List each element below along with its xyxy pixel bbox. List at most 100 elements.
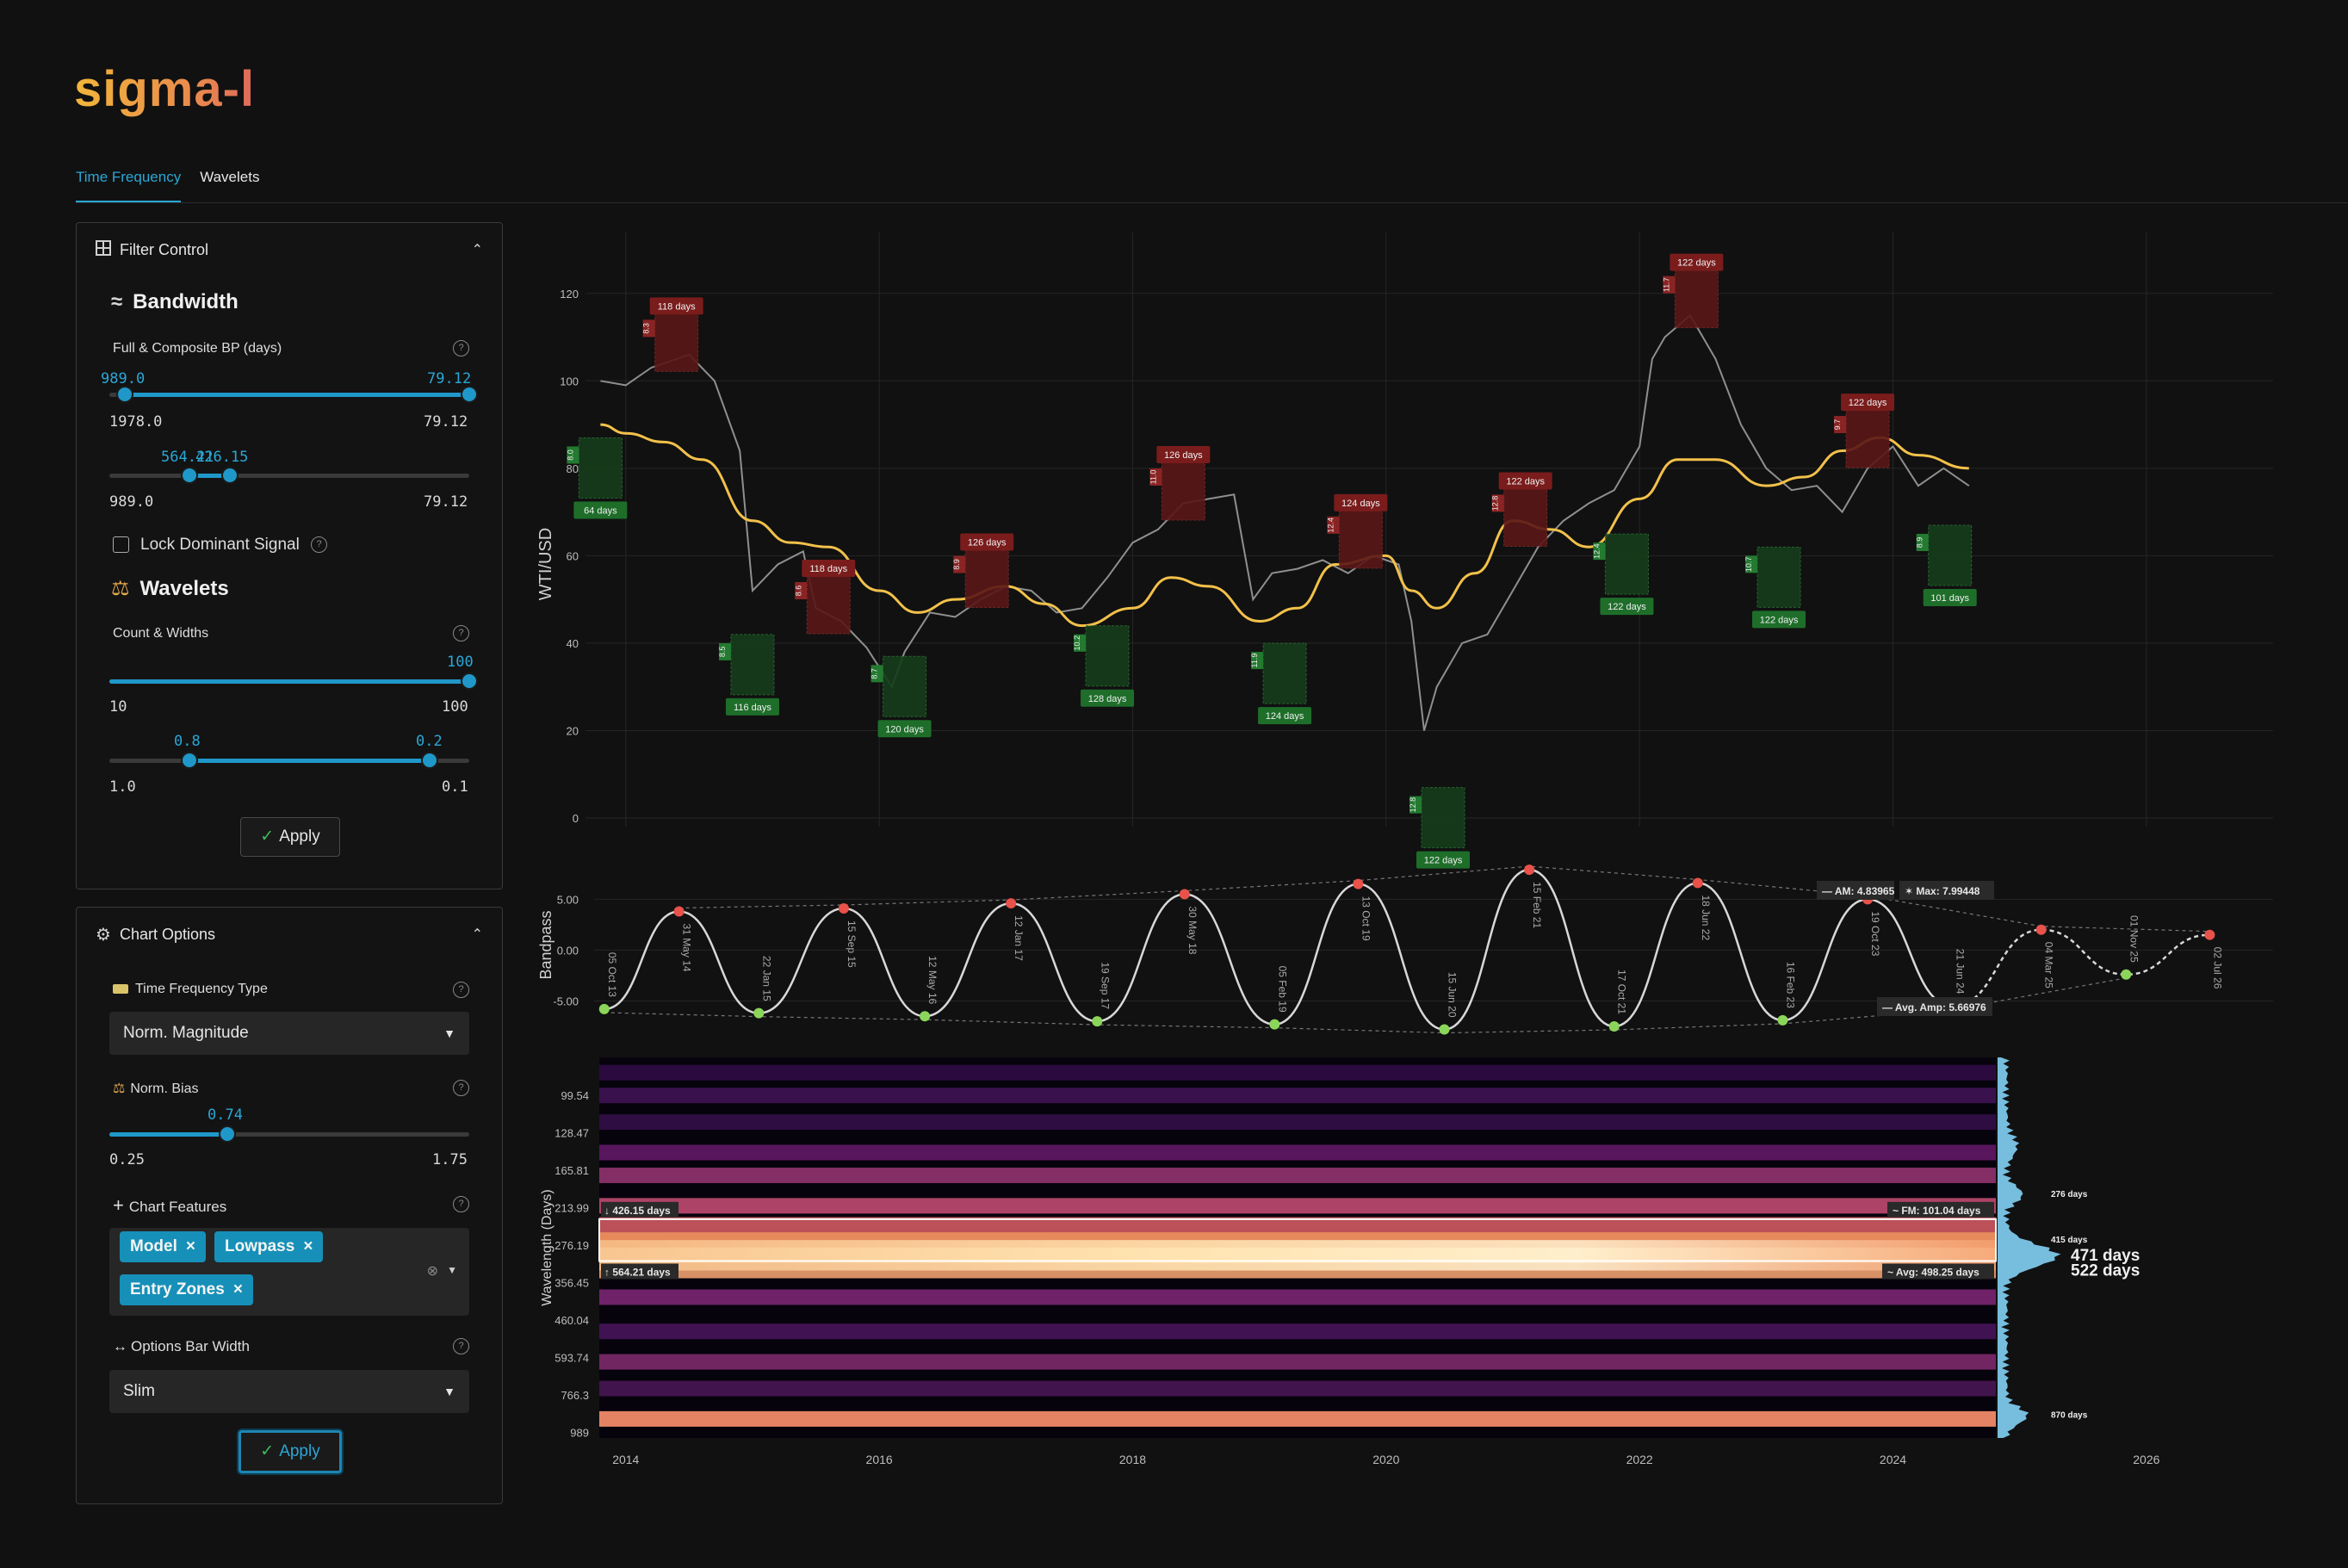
width-slider-high-value: 0.2: [416, 733, 443, 750]
chart-options-apply-button[interactable]: ✓ Apply: [239, 1430, 342, 1473]
bandpass-peak-marker: [1006, 898, 1017, 909]
norm-bias-max: 1.75: [432, 1151, 468, 1168]
tab-wavelets[interactable]: Wavelets: [200, 169, 260, 185]
trough-entry-zone: [1421, 787, 1465, 849]
zone-value-bg: [1663, 276, 1676, 294]
y-tick-label: 356.45: [554, 1277, 589, 1290]
clear-all-icon[interactable]: ⊗: [426, 1264, 438, 1279]
trough-entry-zone: [730, 634, 775, 696]
filter-apply-button[interactable]: ✓ Apply: [240, 817, 340, 857]
full-slider-low-handle[interactable]: [116, 386, 133, 403]
app-logo: sigma-l: [74, 61, 256, 117]
x-tick-label: 2022: [1626, 1453, 1653, 1466]
zone-label: 128 days: [1088, 694, 1127, 704]
gear-icon: ⚙: [96, 925, 111, 945]
zone-label-bg: [1600, 598, 1654, 616]
chevron-up-icon[interactable]: ⌃: [471, 243, 483, 257]
filter-control-panel: Filter Control ⌃ ≈ Bandwidth Full & Comp…: [76, 222, 503, 889]
wavelength-heatmap[interactable]: ↓ 426.15 days ↑ 564.21 days ~ FM: 101.04 d…: [540, 1057, 2160, 1466]
zone-label-bg: [1841, 394, 1895, 412]
bandpass-chart[interactable]: 5.00 0.00 -5.00 Bandpass 05 Oct 13 31 May 14 2…: [537, 865, 2273, 1035]
bandpass-peak-marker: [2204, 929, 2215, 940]
count-widths-label: Count & Widths: [113, 626, 209, 641]
turn-date-label: 01 Nov 25: [2128, 915, 2140, 963]
turn-date-label: 05 Oct 13: [606, 952, 618, 997]
zone-label-bg: [1156, 446, 1211, 463]
bandpass-line: [604, 868, 1953, 1031]
price-chart[interactable]: 0 20 40 60 80 100 120 WTI/USD 118 days 8.3 64 days…: [536, 232, 2273, 869]
lock-dominant-checkbox[interactable]: [113, 536, 129, 553]
caret-down-icon[interactable]: ▼: [447, 1264, 457, 1276]
heatmap-band: [599, 1088, 1996, 1104]
filter-apply-label: Apply: [279, 827, 320, 846]
composite-slider-high-handle[interactable]: [221, 467, 239, 484]
tf-type-select[interactable]: Norm. Magnitude ▼: [109, 1012, 469, 1055]
zone-label-bg: [1923, 589, 1977, 606]
composite-slider-low-value: 564.21: [161, 449, 214, 466]
width-slider-high-handle[interactable]: [421, 752, 438, 769]
filter-control-title: Filter Control: [120, 240, 209, 258]
composite-slider-track[interactable]: [109, 474, 469, 478]
full-slider-high-handle[interactable]: [461, 386, 478, 403]
zone-label: 126 days: [1164, 450, 1203, 461]
width-slider-low-handle[interactable]: [181, 752, 198, 769]
norm-bias-fill: [109, 1132, 227, 1137]
charts-area[interactable]: 0 20 40 60 80 100 120 WTI/USD 118 days 8.3 64 days…: [525, 215, 2339, 1559]
spectrum-peak-label: 471 days: [2071, 1247, 2140, 1265]
close-icon[interactable]: ×: [303, 1237, 313, 1255]
help-icon[interactable]: ?: [453, 1196, 469, 1212]
full-slider-min: 1978.0: [109, 413, 163, 431]
turn-date-label: 22 Jan 15: [760, 956, 772, 1001]
help-icon[interactable]: ?: [453, 982, 469, 998]
chart-features-multiselect[interactable]: Model × Lowpass × Entry Zones × ⊗ ▼: [109, 1228, 469, 1316]
feature-chip-lowpass[interactable]: Lowpass ×: [214, 1231, 324, 1262]
zone-label: 118 days: [809, 564, 847, 574]
bandpass-trough-marker: [1439, 1024, 1450, 1035]
peak-entry-zone: [1161, 459, 1205, 521]
bandpass-trough-marker: [1608, 1021, 1620, 1032]
norm-bias-handle[interactable]: [219, 1125, 236, 1143]
turn-date-label: 18 Jun 22: [1700, 895, 1712, 940]
trough-entry-zone: [1262, 642, 1307, 704]
help-icon[interactable]: ?: [311, 536, 327, 553]
filter-control-header[interactable]: Filter Control ⌃: [77, 223, 502, 276]
composite-slider-high-value: 426.15: [195, 449, 249, 466]
chart-features-label: + Chart Features: [113, 1194, 227, 1216]
zone-value-bg: [1409, 796, 1422, 814]
help-icon[interactable]: ?: [453, 1338, 469, 1354]
zone-value-bg: [795, 582, 808, 599]
help-icon[interactable]: ?: [453, 1080, 469, 1096]
close-icon[interactable]: ×: [232, 1280, 243, 1298]
chart-options-header[interactable]: ⚙ Chart Options ⌃: [77, 908, 502, 961]
zone-label: 124 days: [1266, 711, 1304, 722]
help-icon[interactable]: ?: [453, 340, 469, 356]
bar-width-select[interactable]: Slim ▼: [109, 1370, 469, 1413]
lock-dominant-label: Lock Dominant Signal: [140, 536, 300, 554]
turn-date-label: 13 Oct 19: [1360, 896, 1372, 941]
y-tick-label: 128.47: [554, 1127, 589, 1140]
feature-chip-entry-zones[interactable]: Entry Zones ×: [120, 1274, 253, 1305]
scale-icon: ⚖: [111, 577, 130, 600]
feature-chip-model[interactable]: Model ×: [120, 1231, 206, 1262]
tab-time-frequency[interactable]: Time Frequency: [76, 169, 182, 203]
composite-slider-low-handle[interactable]: [181, 467, 198, 484]
count-slider-handle[interactable]: [461, 672, 478, 690]
zone-value-bg: [642, 319, 655, 338]
turn-date-label: 31 May 14: [681, 924, 693, 972]
x-tick-label: 2024: [1880, 1453, 1906, 1466]
bandpass-peak-marker: [1692, 877, 1703, 889]
norm-bias-track[interactable]: [109, 1132, 469, 1137]
y-tick-label: 5.00: [557, 893, 579, 906]
zone-value: 12.8: [1491, 496, 1500, 511]
turn-date-label: 16 Feb 23: [1784, 962, 1796, 1008]
close-icon[interactable]: ×: [185, 1237, 195, 1255]
zone-value-bg: [718, 642, 731, 660]
y-tick-label: 165.81: [554, 1164, 589, 1177]
trough-entry-zone: [883, 655, 927, 717]
x-tick-label: 2014: [612, 1453, 639, 1466]
y-tick-label: 20: [567, 724, 579, 737]
bandwidth-heading: ≈ Bandwidth: [111, 290, 239, 314]
bandpass-peak-marker: [1524, 865, 1535, 876]
chevron-up-icon[interactable]: ⌃: [471, 927, 483, 942]
help-icon[interactable]: ?: [453, 625, 469, 641]
